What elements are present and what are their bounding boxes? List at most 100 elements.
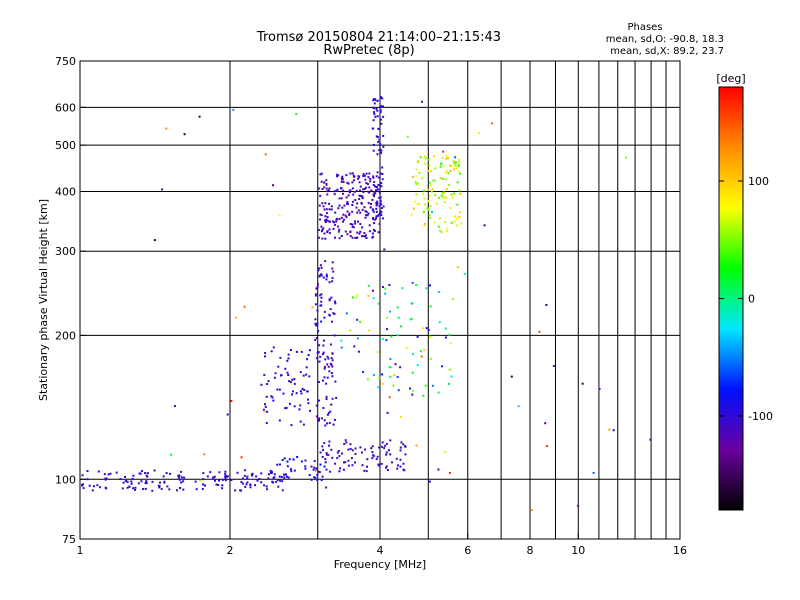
data-point <box>224 470 227 473</box>
data-point <box>317 470 320 473</box>
data-point <box>218 479 220 482</box>
data-point <box>319 463 322 466</box>
data-point <box>122 481 125 484</box>
data-point <box>439 229 442 232</box>
data-point <box>430 190 433 193</box>
data-point <box>283 476 286 479</box>
data-point <box>199 479 202 482</box>
data-point <box>404 453 407 456</box>
data-point <box>387 449 390 452</box>
data-point <box>161 188 164 191</box>
data-point <box>456 224 459 227</box>
data-point <box>328 208 331 211</box>
data-point <box>331 220 334 223</box>
data-point <box>377 176 380 179</box>
data-point <box>372 143 375 146</box>
data-point <box>330 403 333 406</box>
data-point <box>241 482 244 485</box>
data-point <box>335 396 338 399</box>
data-point <box>291 378 294 381</box>
data-point <box>322 448 324 451</box>
data-point <box>326 216 329 219</box>
data-point <box>383 447 386 450</box>
data-point <box>170 453 173 456</box>
data-point <box>335 189 338 192</box>
data-point <box>348 212 351 215</box>
data-point <box>315 467 318 470</box>
data-point <box>423 197 426 200</box>
data-point <box>379 148 382 151</box>
data-point <box>362 191 365 194</box>
data-point <box>365 214 368 217</box>
data-point <box>381 337 384 340</box>
data-point <box>303 389 306 391</box>
data-point <box>324 358 327 361</box>
data-point <box>399 415 402 418</box>
data-point <box>330 205 333 208</box>
data-point <box>368 230 371 233</box>
data-point <box>375 210 378 213</box>
data-point <box>417 160 420 162</box>
data-point <box>145 482 148 485</box>
data-point <box>364 234 367 237</box>
data-point <box>345 312 348 315</box>
data-point <box>389 358 392 361</box>
data-point <box>221 484 224 487</box>
data-point <box>305 373 308 376</box>
data-point <box>304 459 307 462</box>
data-point <box>315 287 318 290</box>
data-point <box>324 202 327 205</box>
data-point <box>314 318 317 321</box>
data-points <box>81 95 652 511</box>
data-point <box>325 453 328 456</box>
data-point <box>434 167 437 170</box>
data-point <box>457 164 460 167</box>
data-point <box>162 475 165 478</box>
data-point <box>385 465 388 468</box>
data-point <box>321 475 324 478</box>
data-point <box>279 356 282 359</box>
data-point <box>382 145 385 148</box>
data-point <box>325 278 328 281</box>
data-point <box>331 397 334 400</box>
data-point <box>93 485 95 488</box>
data-point <box>281 480 284 483</box>
data-point <box>334 380 337 383</box>
data-point <box>442 150 445 153</box>
data-point <box>145 474 148 477</box>
data-point <box>363 188 366 190</box>
data-point <box>270 395 273 398</box>
data-point <box>368 186 371 189</box>
data-point <box>342 468 345 471</box>
data-point <box>359 189 361 192</box>
data-point <box>277 365 280 368</box>
data-point <box>166 485 169 488</box>
data-point <box>153 469 156 472</box>
data-point <box>419 350 422 353</box>
data-point <box>198 115 201 118</box>
data-point <box>320 180 323 183</box>
data-point <box>153 239 156 242</box>
data-point <box>240 481 243 484</box>
data-point <box>354 236 357 239</box>
data-point <box>356 231 359 234</box>
data-point <box>315 337 318 339</box>
data-point <box>376 214 379 217</box>
data-point <box>362 188 365 191</box>
data-point <box>183 133 186 136</box>
data-point <box>104 486 107 489</box>
data-point <box>447 172 450 175</box>
data-point <box>376 136 379 138</box>
data-point <box>313 466 316 469</box>
data-point <box>163 480 166 483</box>
data-point <box>132 474 135 477</box>
data-point <box>126 486 129 489</box>
data-point <box>245 483 248 486</box>
y-tick-label: 400 <box>55 185 76 198</box>
data-point <box>320 479 323 481</box>
data-point <box>244 485 247 488</box>
data-point <box>380 211 383 214</box>
data-point <box>383 248 386 251</box>
data-point <box>314 339 317 341</box>
data-point <box>373 218 376 221</box>
